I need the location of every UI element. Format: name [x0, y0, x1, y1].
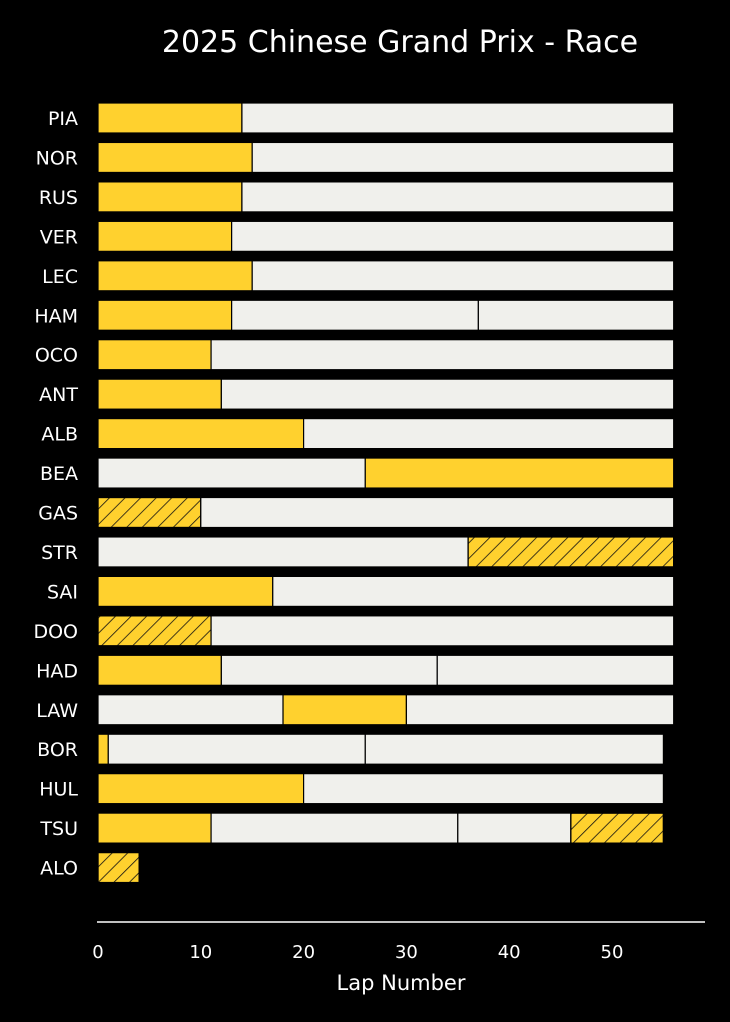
stint-bar-ver-2 [231, 220, 675, 252]
driver-label-oco: OCO [35, 345, 78, 367]
driver-label-doo: DOO [33, 621, 78, 643]
stint-hatch-alo-1 [97, 851, 140, 884]
driver-label-rus: RUS [39, 187, 78, 209]
driver-label-bea: BEA [40, 463, 78, 485]
x-tick-label-50: 50 [601, 942, 624, 963]
driver-label-sai: SAI [47, 581, 78, 603]
stint-bar-ham-3 [477, 299, 675, 331]
stint-bar-ham-1 [97, 299, 233, 331]
stint-bar-nor-2 [251, 141, 675, 174]
x-axis-label: Lap Number [337, 971, 466, 995]
stint-bar-rus-2 [241, 181, 675, 213]
driver-label-pia: PIA [48, 108, 78, 130]
stint-bar-law-1 [97, 694, 284, 726]
stint-bar-hul-2 [303, 773, 664, 805]
stint-bar-had-3 [436, 654, 675, 686]
driver-label-ham: HAM [34, 305, 78, 327]
driver-label-alb: ALB [41, 424, 78, 446]
stint-bar-law-2 [282, 694, 408, 726]
stint-bar-hul-1 [97, 773, 305, 805]
stint-hatch-tsu-4 [570, 812, 665, 844]
stint-bar-ham-2 [231, 299, 479, 331]
stint-bar-lec-2 [251, 260, 675, 292]
driver-label-ant: ANT [39, 384, 78, 406]
stint-hatch-gas-1 [97, 496, 202, 529]
stint-bar-bea-1 [97, 457, 366, 489]
stint-bar-bor-2 [107, 733, 366, 765]
x-tick-label-20: 20 [292, 942, 315, 963]
stint-bar-tsu-3 [457, 812, 572, 844]
stint-bar-had-2 [220, 654, 438, 686]
stint-bar-had-1 [97, 654, 222, 686]
stint-bar-pia-2 [241, 102, 675, 134]
stint-bar-sai-1 [97, 575, 274, 608]
driver-label-ver: VER [40, 226, 78, 248]
x-tick-label-10: 10 [189, 942, 212, 963]
driver-label-gas: GAS [38, 503, 78, 525]
driver-label-bor: BOR [37, 739, 78, 761]
stint-bar-sai-2 [272, 575, 675, 608]
driver-label-lec: LEC [42, 266, 78, 288]
stint-bar-tsu-1 [97, 812, 212, 844]
stint-bar-ver-1 [97, 220, 233, 252]
stint-bar-doo-2 [210, 615, 675, 647]
driver-label-nor: NOR [36, 147, 78, 169]
bars-layer [97, 102, 675, 884]
stint-bar-gas-2 [200, 496, 675, 529]
stint-bar-tsu-2 [210, 812, 459, 844]
stint-bar-oco-1 [97, 339, 212, 371]
stint-bar-alb-2 [303, 418, 675, 450]
stint-bar-law-3 [405, 694, 675, 726]
stint-bar-bor-3 [364, 733, 664, 765]
stint-bar-rus-1 [97, 181, 243, 213]
stint-bar-nor-1 [97, 141, 253, 174]
stint-bar-oco-2 [210, 339, 675, 371]
stint-hatch-str-2 [467, 536, 675, 568]
stint-bar-ant-1 [97, 378, 222, 410]
chart-title: 2025 Chinese Grand Prix - Race [162, 25, 638, 60]
stint-bar-pia-1 [97, 102, 243, 134]
stint-bar-bea-2 [364, 457, 675, 489]
driver-label-tsu: TSU [39, 818, 78, 840]
stint-bar-lec-1 [97, 260, 253, 292]
x-axis-ticks: 0 10 20 30 40 50 [92, 942, 623, 963]
x-tick-label-0: 0 [92, 942, 103, 963]
stint-bar-ant-2 [220, 378, 675, 410]
stint-bar-bor-1 [97, 733, 109, 765]
stint-bar-str-1 [97, 536, 469, 568]
driver-label-hul: HUL [39, 779, 78, 801]
x-tick-label-40: 40 [498, 942, 521, 963]
driver-label-law: LAW [36, 700, 78, 722]
driver-label-alo: ALO [40, 858, 78, 880]
x-tick-label-30: 30 [395, 942, 418, 963]
driver-label-str: STR [41, 542, 78, 564]
stint-hatch-doo-1 [97, 615, 212, 647]
driver-labels: PIA NOR RUS VER LEC HAM OCO ANT ALB BEA GAS STR SAI D… [33, 108, 78, 880]
stint-bar-alb-1 [97, 418, 305, 450]
driver-label-had: HAD [36, 660, 78, 682]
